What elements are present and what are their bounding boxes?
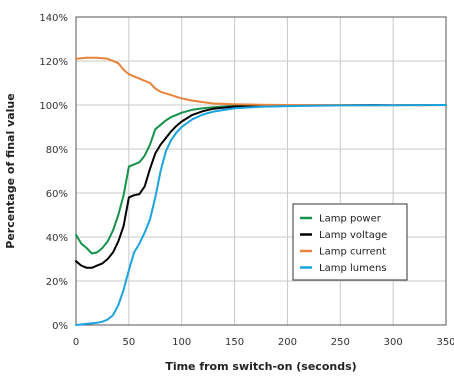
legend-label: Lamp voltage bbox=[319, 230, 387, 241]
series-lines bbox=[75, 56, 447, 326]
y-tick-label: 140% bbox=[39, 13, 68, 24]
x-tick-label: 200 bbox=[278, 337, 297, 348]
x-tick-label: 250 bbox=[331, 337, 350, 348]
series-line-lamp-current bbox=[75, 56, 447, 107]
legend: Lamp power Lamp voltage Lamp current Lamp l… bbox=[292, 203, 408, 281]
x-tick-label: 100 bbox=[172, 337, 191, 348]
y-tick-label: 60% bbox=[46, 189, 68, 200]
x-tick-label: 50 bbox=[122, 337, 135, 348]
y-tick-label: 100% bbox=[39, 101, 68, 112]
series-line-lamp-voltage bbox=[75, 104, 447, 269]
series-line-lamp-lumens bbox=[75, 104, 447, 326]
y-tick-label: 120% bbox=[39, 57, 68, 68]
y-tick-label: 20% bbox=[46, 277, 68, 288]
x-axis-label: Time from switch-on (seconds) bbox=[165, 360, 356, 373]
x-tick-label: 350 bbox=[436, 337, 454, 348]
legend-label: Lamp current bbox=[319, 247, 386, 258]
y-axis-label: Percentage of final value bbox=[4, 93, 17, 248]
legend-label: Lamp lumens bbox=[319, 263, 387, 274]
plot-frame bbox=[75, 16, 447, 326]
x-tick-label: 0 bbox=[73, 337, 79, 348]
x-tick-label: 300 bbox=[384, 337, 403, 348]
tick-labels: 0% 20% 40% 60% 80% 100% 120% 140% 0 50 100 150 200 25… bbox=[39, 13, 454, 348]
x-tick-label: 150 bbox=[225, 337, 244, 348]
y-tick-label: 80% bbox=[46, 145, 68, 156]
y-tick-label: 40% bbox=[46, 233, 68, 244]
legend-label: Lamp power bbox=[319, 214, 382, 225]
y-tick-label: 0% bbox=[52, 321, 68, 332]
